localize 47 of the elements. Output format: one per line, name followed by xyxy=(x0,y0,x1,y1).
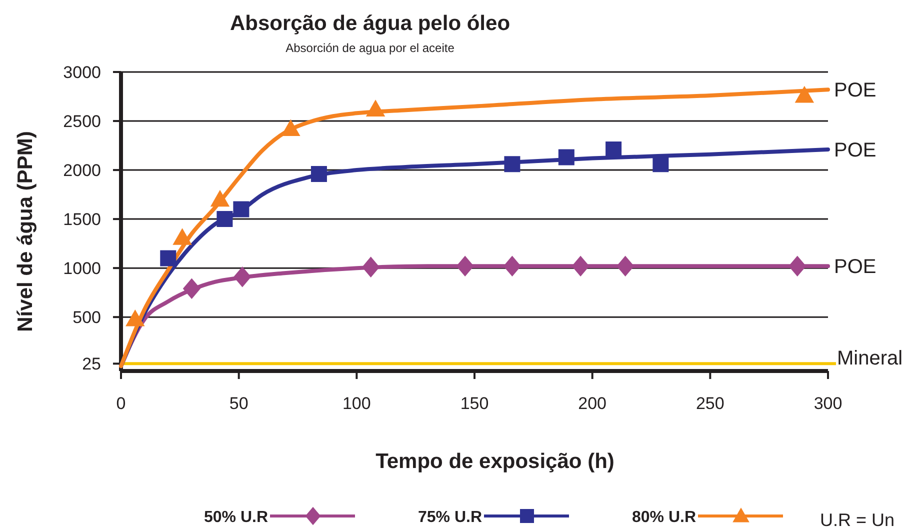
legend-label: 75% U.R xyxy=(418,509,482,526)
y-tick-label: 25 xyxy=(82,354,101,374)
point xyxy=(362,256,380,278)
x-tick-label: 250 xyxy=(696,394,724,413)
series-label: POE xyxy=(834,256,876,278)
point xyxy=(182,278,200,300)
x-tick-label: 100 xyxy=(342,394,371,413)
point xyxy=(233,201,250,218)
y-tick-label: 2000 xyxy=(63,161,101,180)
y-tick-label: 2500 xyxy=(63,112,101,132)
x-tick-label: 150 xyxy=(460,394,489,413)
chart-title: Absorção de água pelo óleo xyxy=(230,12,510,35)
point xyxy=(216,211,233,228)
legend-label: 80% U.R xyxy=(632,509,696,526)
point xyxy=(160,250,176,266)
y-tick-label: 500 xyxy=(72,308,101,328)
ref-line-label: Mineral xyxy=(837,348,903,370)
point xyxy=(606,141,622,158)
point xyxy=(503,256,522,277)
point xyxy=(504,156,520,172)
series-label: POE xyxy=(834,80,876,102)
text: U.R = Un xyxy=(820,510,895,529)
point xyxy=(234,266,252,288)
x-axis-title: Tempo de exposição (h) xyxy=(376,450,614,473)
point xyxy=(652,156,669,172)
x-tick-label: 0 xyxy=(116,394,126,413)
point xyxy=(788,256,806,277)
point xyxy=(616,256,634,277)
point xyxy=(794,86,814,103)
chart-subtitle: Absorción de agua por el aceite xyxy=(286,41,455,55)
point xyxy=(456,256,474,277)
x-tick-label: 50 xyxy=(229,394,248,413)
y-tick-label: 1000 xyxy=(63,259,101,278)
point xyxy=(281,119,300,136)
y-tick-label: 3000 xyxy=(63,63,101,82)
y-axis-title: Nível de água (PPM) xyxy=(14,131,37,332)
legend-label: 50% U.R xyxy=(204,509,268,526)
point xyxy=(572,256,590,277)
y-tick-label: 1500 xyxy=(63,210,101,230)
x-tick-label: 300 xyxy=(814,394,842,413)
x-tick-label: 200 xyxy=(578,394,607,413)
point xyxy=(558,149,574,166)
point xyxy=(366,100,386,116)
point xyxy=(310,166,327,182)
point xyxy=(172,228,192,245)
point xyxy=(210,190,230,207)
series-label: POE xyxy=(834,139,876,162)
